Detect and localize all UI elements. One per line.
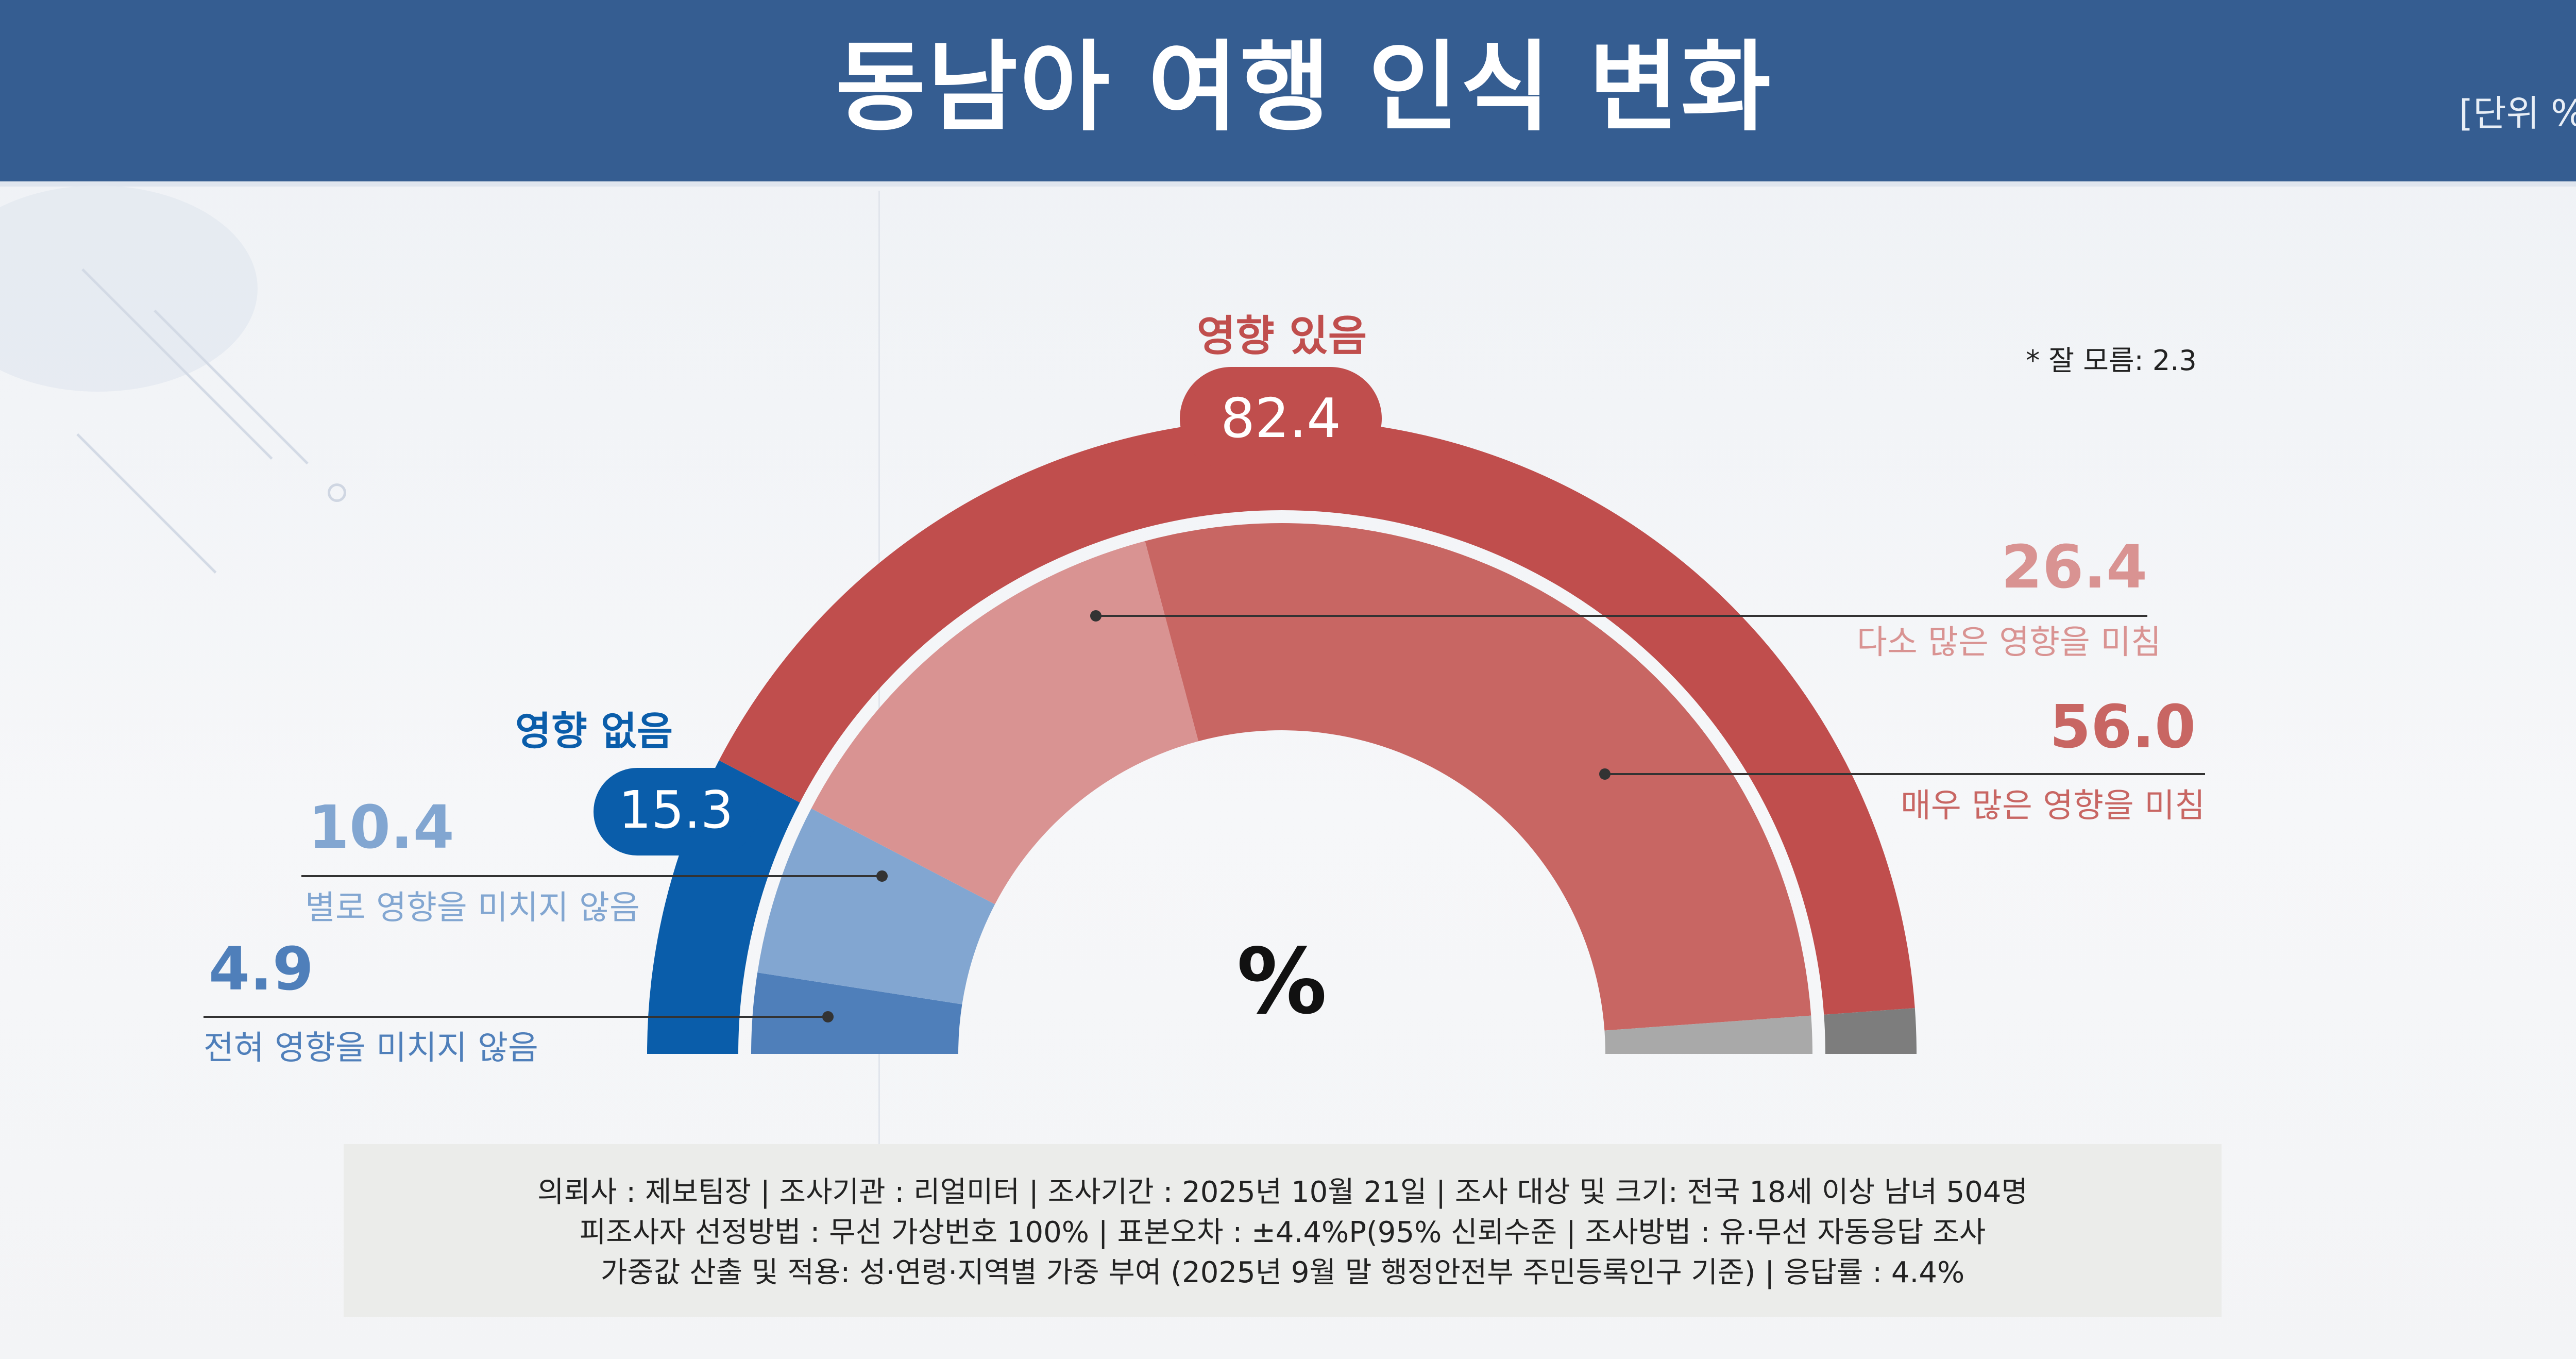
decorative-circle — [0, 186, 258, 392]
center-percent-symbol: % — [1236, 930, 1327, 1034]
decorative-ring — [328, 483, 346, 502]
not-at-all-label: 전혀 영향을 미치지 않음 — [204, 1029, 538, 1067]
positive-value: 82.4 — [1221, 387, 1341, 450]
header-divider — [0, 181, 2576, 187]
survey-info-line-3: 가중값 산출 및 적용: 성·연령·지역별 가중 부여 (2025년 9월 말 … — [600, 1256, 1965, 1289]
positive-title: 영향 있음 — [1197, 312, 1367, 361]
leader-dot-somewhat — [1090, 610, 1101, 622]
positive-badge — [1180, 367, 1382, 470]
outer-segment-1 — [719, 419, 1915, 1015]
page-title: 동남아 여행 인식 변화 — [835, 30, 1773, 144]
survey-info-line-2: 피조사자 선정방법 : 무선 가상번호 100% | 표본오차 : ±4.4%P… — [579, 1216, 1986, 1249]
leader-dot-not-much — [876, 870, 888, 882]
survey-info-line-1: 의뢰사 : 제보팀장 | 조사기관 : 리얼미터 | 조사기간 : 2025년 … — [537, 1176, 2028, 1209]
inner-segment-0 — [751, 972, 962, 1054]
leader-dot-not-at-all — [822, 1011, 834, 1022]
unit-label: [단위 %] — [2459, 92, 2576, 135]
outer-segment-0 — [647, 760, 800, 1054]
survey-info-box: 의뢰사 : 제보팀장 | 조사기관 : 리얼미터 | 조사기간 : 2025년 … — [344, 1144, 2222, 1317]
not-at-all-value: 4.9 — [209, 935, 314, 1004]
not-much-value: 10.4 — [308, 793, 454, 862]
outer-segment-2 — [1824, 1008, 1917, 1054]
leader-lines — [204, 610, 2205, 1022]
inner-segment-3 — [1145, 523, 1811, 1031]
somewhat-label: 다소 많은 영향을 미침 — [1857, 624, 2161, 662]
very-much-value: 56.0 — [2049, 693, 2196, 762]
inner-segment-4 — [1604, 1015, 1812, 1054]
title-banner: 동남아 여행 인식 변화 [단위 %] — [0, 0, 2576, 181]
negative-value: 15.3 — [619, 780, 734, 840]
dont-know-note: * 잘 모름: 2.3 — [2026, 344, 2197, 377]
leader-dot-very-much — [1599, 768, 1611, 780]
inner-segment-2 — [811, 541, 1199, 904]
negative-badge — [594, 768, 758, 855]
outer-ring — [647, 419, 1917, 1054]
very-much-label: 매우 많은 영향을 미침 — [1901, 787, 2205, 825]
not-much-label: 별로 영향을 미치지 않음 — [305, 889, 640, 927]
negative-title: 영향 없음 — [515, 708, 673, 754]
inner-ring — [751, 523, 1812, 1054]
somewhat-value: 26.4 — [2001, 533, 2147, 602]
inner-segment-1 — [757, 808, 995, 1004]
